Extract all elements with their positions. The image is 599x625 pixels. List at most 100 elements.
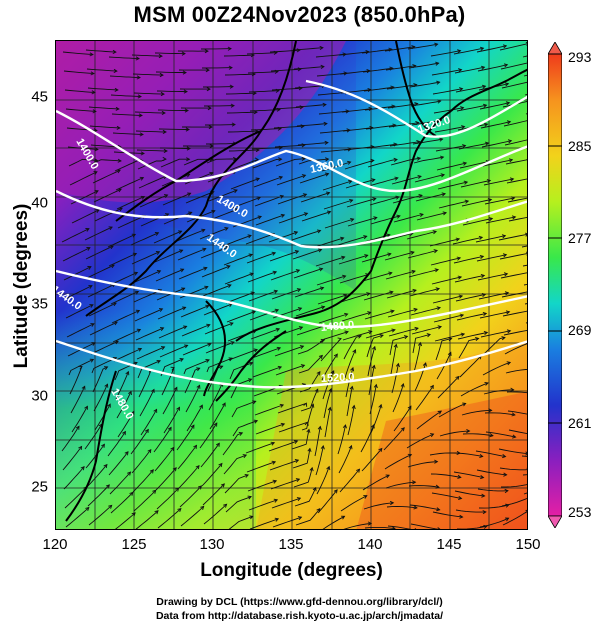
streamline-arrowhead <box>200 505 205 510</box>
streamline-arrowhead <box>333 353 338 358</box>
streamline-arrowhead <box>466 429 471 434</box>
streamline <box>526 132 527 133</box>
colorbar-label: 285 <box>568 138 592 154</box>
streamline <box>70 386 86 414</box>
streamline-arrowhead <box>131 233 137 238</box>
streamline <box>414 174 445 183</box>
streamline <box>432 88 463 95</box>
streamline-arrowhead <box>482 311 488 317</box>
streamline <box>68 158 98 167</box>
x-tick-label: 120 <box>42 536 68 553</box>
streamline-arrowhead <box>527 483 528 486</box>
streamline-arrowhead <box>93 171 98 175</box>
streamline-arrowhead <box>434 459 439 464</box>
streamline-arrowhead <box>227 284 232 288</box>
streamline-arrowhead <box>321 305 326 310</box>
streamline <box>205 341 235 354</box>
streamline-arrowhead <box>318 267 324 272</box>
streamline-arrowhead <box>316 507 321 513</box>
streamline-arrowhead <box>193 444 198 449</box>
streamline-arrowhead <box>115 106 120 111</box>
streamline <box>200 246 230 259</box>
streamline-arrowhead <box>387 252 392 257</box>
streamline <box>298 355 323 374</box>
streamline <box>479 517 509 528</box>
streamline-arrowhead <box>342 274 347 279</box>
streamline <box>341 311 371 322</box>
streamline <box>228 515 253 529</box>
streamline <box>179 485 202 508</box>
streamline <box>224 474 249 494</box>
streamline <box>393 213 424 223</box>
streamline <box>70 190 99 205</box>
streamline <box>245 442 275 454</box>
streamline <box>317 489 338 514</box>
streamline <box>277 402 307 414</box>
streamline <box>271 87 302 91</box>
streamline <box>435 338 452 361</box>
streamline <box>181 324 210 337</box>
streamline-arrowhead <box>95 209 100 213</box>
streamline-arrowhead <box>367 521 373 526</box>
streamline-arrowhead <box>249 515 254 520</box>
streamline <box>248 290 278 302</box>
streamline-arrowhead <box>248 253 254 258</box>
streamline <box>61 228 90 243</box>
streamline <box>391 363 399 394</box>
streamline <box>436 162 467 171</box>
streamline <box>320 338 342 362</box>
streamline-arrowhead <box>480 273 486 278</box>
streamline <box>112 329 141 343</box>
streamline-arrowhead <box>439 155 445 160</box>
streamline-arrowhead <box>228 357 233 362</box>
streamline-arrowhead <box>108 504 113 509</box>
streamline <box>226 111 258 114</box>
streamline-arrowhead <box>310 403 315 408</box>
streamline-arrowhead <box>320 444 325 450</box>
streamline <box>229 159 259 171</box>
streamline-arrowhead <box>526 61 527 62</box>
streamline-arrowhead <box>224 227 229 231</box>
x-tick-label: 145 <box>436 536 462 553</box>
streamline-arrowhead <box>81 385 86 390</box>
colorbar <box>548 42 562 528</box>
streamline-arrowhead <box>369 125 374 130</box>
streamline <box>246 52 278 55</box>
streamline-arrowhead <box>280 213 286 218</box>
streamline-arrowhead <box>330 370 335 375</box>
streamline-arrowhead <box>504 488 509 494</box>
streamline <box>163 211 192 225</box>
streamline <box>272 516 302 528</box>
streamline <box>521 245 527 248</box>
streamline <box>365 124 396 130</box>
streamline-arrowhead <box>139 132 144 137</box>
streamline-arrowhead <box>147 448 152 454</box>
streamline <box>222 432 243 456</box>
streamline-arrowhead <box>150 388 155 393</box>
streamline <box>438 200 469 209</box>
streamline <box>301 404 314 431</box>
streamline-arrowhead <box>422 362 427 367</box>
streamline-arrowhead <box>400 427 405 432</box>
streamline-arrowhead <box>105 484 110 489</box>
streamline <box>296 123 327 127</box>
streamline <box>406 433 434 449</box>
streamline <box>503 329 527 336</box>
streamline-arrowhead <box>435 287 441 292</box>
streamline <box>93 188 122 203</box>
streamline-arrowhead <box>299 105 304 110</box>
streamline-arrowhead <box>91 342 96 346</box>
streamline-arrowhead <box>370 144 375 149</box>
streamline-arrowhead <box>391 328 396 333</box>
streamline-arrowhead <box>322 102 327 107</box>
streamline-arrowhead <box>501 336 506 341</box>
streamline-arrowhead <box>505 310 511 315</box>
streamline-arrowhead <box>164 213 170 217</box>
streamline <box>412 334 431 354</box>
streamline <box>110 492 134 514</box>
streamline <box>249 309 279 321</box>
streamline-arrowhead <box>328 387 333 393</box>
streamline <box>154 447 175 472</box>
streamline-arrowhead <box>440 173 446 178</box>
streamline <box>154 249 183 263</box>
